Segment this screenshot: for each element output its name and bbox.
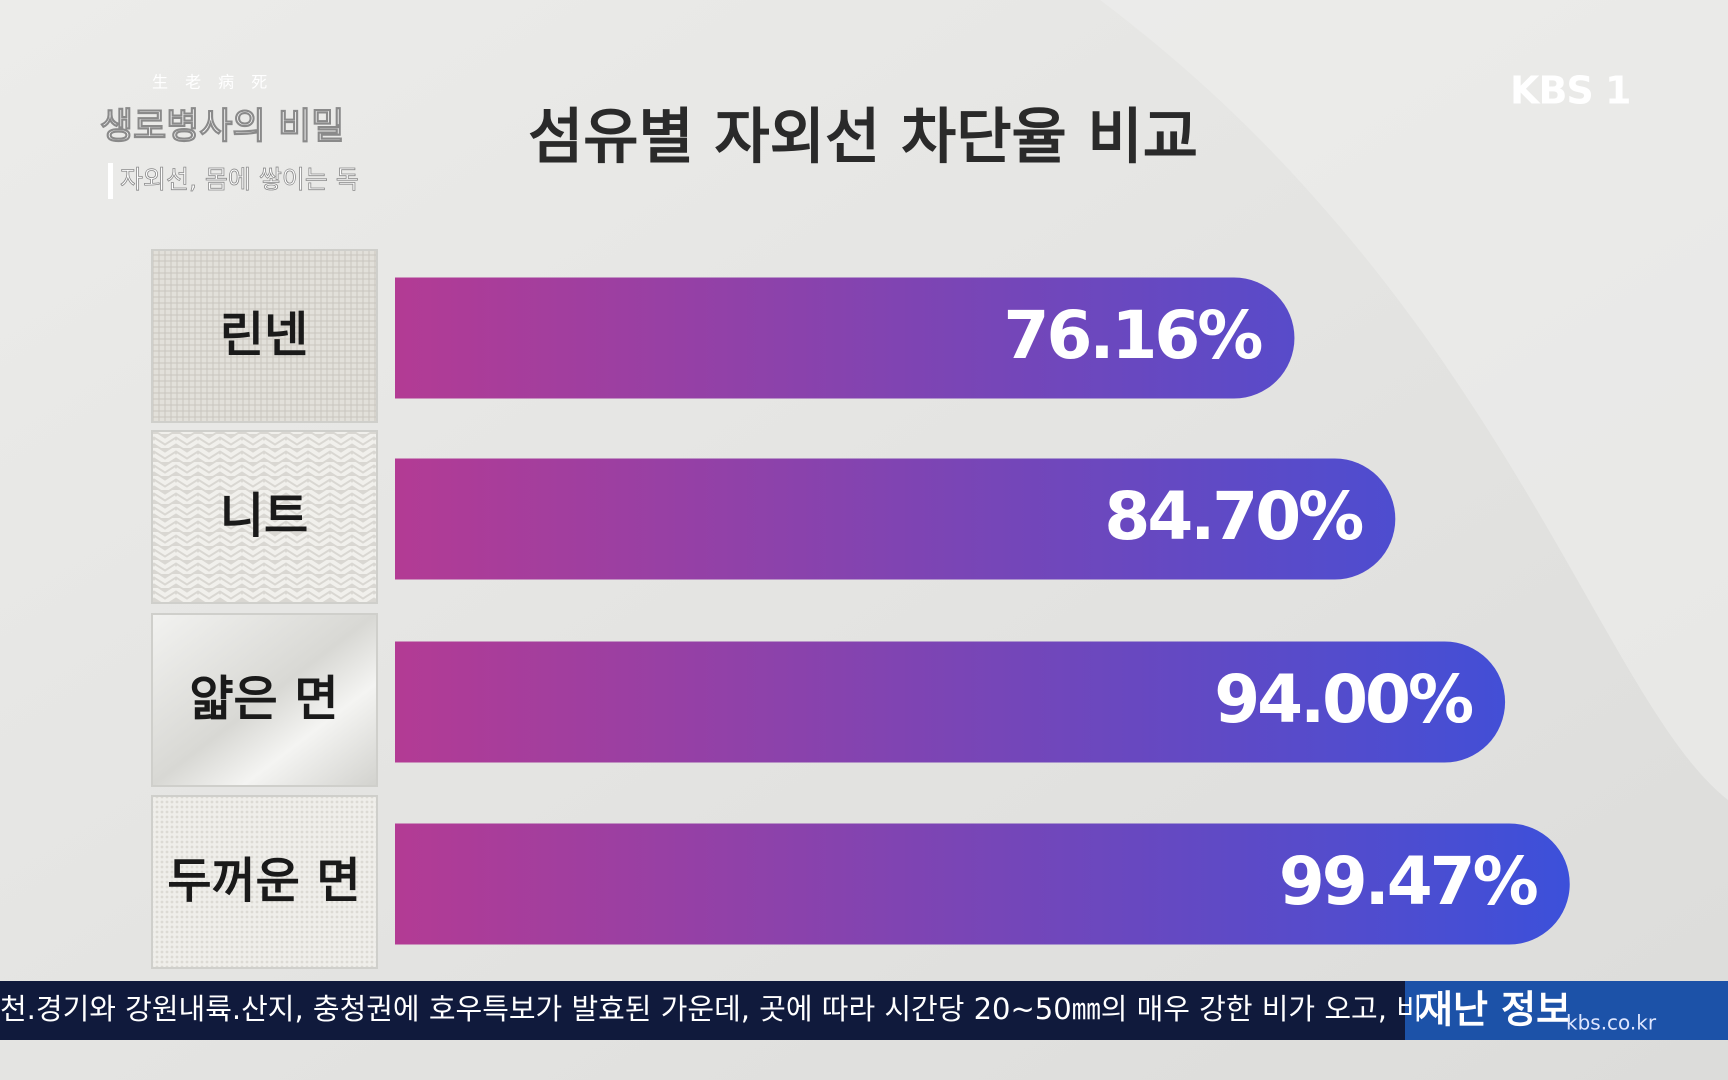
- value-label: 94.00%: [1214, 661, 1473, 738]
- channel-logo: KBS 1: [1510, 69, 1630, 113]
- ticker-text: 천.경기와 강원내륙.산지, 충청권에 호우특보가 발효된 가운데, 곳에 따라…: [0, 992, 1423, 1026]
- bar: [395, 458, 1396, 580]
- ticker-site: kbs.co.kr: [1566, 1011, 1657, 1035]
- program-subtitle: 자외선, 몸에 쌓이는 독: [120, 165, 359, 194]
- ticker-label: 재난 정보: [1418, 988, 1571, 1032]
- texture-box: [151, 613, 378, 787]
- program-title: 생로병사의 비밀: [100, 106, 344, 147]
- ticker-label-box: [1405, 981, 1728, 1040]
- bar: [395, 277, 1295, 399]
- texture-box: [151, 795, 378, 969]
- category-label: 니트: [220, 488, 308, 544]
- rows: 린넨 76.16% 니트 84.70% 얇은 면 94.00% 두꺼운 면 99.47%: [151, 249, 1570, 969]
- texture-box: [151, 249, 378, 423]
- chart-title: 섬유별 자외선 차단율 비교: [528, 103, 1198, 173]
- texture-box: [151, 430, 378, 604]
- subtitle-bar: [108, 163, 113, 199]
- value-label: 99.47%: [1279, 843, 1538, 920]
- value-label: 84.70%: [1104, 478, 1363, 555]
- ticker-band: [0, 981, 1405, 1040]
- program-hanja: 生 老 病 死: [152, 73, 273, 92]
- bar: [395, 823, 1570, 945]
- background-curve: [1100, 0, 1728, 800]
- value-label: 76.16%: [1004, 297, 1263, 374]
- category-label: 린넨: [220, 307, 308, 363]
- bar: [395, 641, 1506, 763]
- category-label: 두꺼운 면: [167, 853, 360, 909]
- category-label: 얇은 면: [189, 671, 338, 727]
